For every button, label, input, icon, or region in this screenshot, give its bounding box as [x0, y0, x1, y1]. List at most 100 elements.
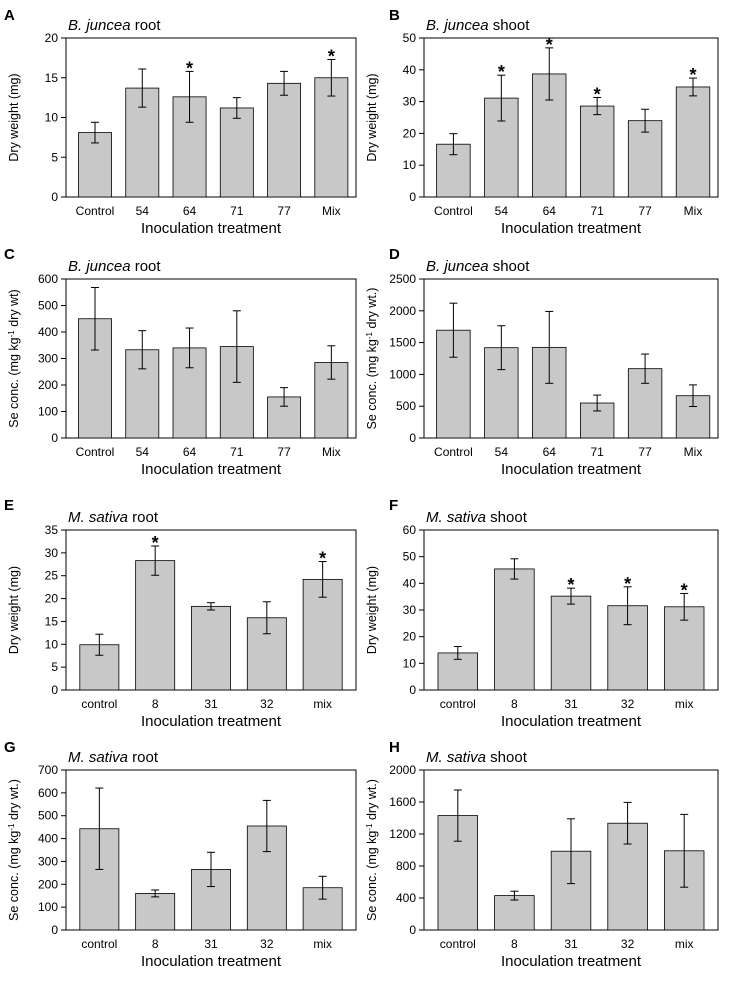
title-species: B. juncea — [426, 17, 489, 34]
x-tick-label: 31 — [564, 697, 578, 711]
y-tick-label: 5 — [51, 660, 58, 674]
title-species: B. juncea — [68, 17, 131, 34]
x-tick-label: 77 — [277, 445, 291, 459]
title-species: B. juncea — [68, 258, 131, 275]
panel-f: F M. sativa shoot 0 10 20 30 40 50 60 Dry weight … — [365, 497, 719, 730]
x-tick-label: 64 — [183, 204, 197, 218]
x-tick-label: 32 — [621, 937, 635, 951]
y-tick-label: 5 — [51, 150, 58, 164]
panel-letter: G — [4, 739, 16, 756]
x-tick-label: control — [81, 697, 117, 711]
x-tick-label: 77 — [277, 204, 291, 218]
panel-g: G M. sativa root 0 100 200 300 400 500 600 700 Se … — [4, 739, 357, 970]
y-axis-title-suffix: dry wt.) — [365, 288, 379, 332]
y-tick-label: 10 — [403, 656, 417, 670]
y-axis-title-suffix: dry wt) — [7, 289, 21, 330]
title-organ: root — [131, 258, 162, 275]
x-tick-label: 31 — [204, 697, 218, 711]
y-tick-label: 700 — [38, 763, 58, 777]
x-tick-label: Control — [434, 204, 473, 218]
x-tick-label: 32 — [621, 697, 635, 711]
bar — [579, 105, 615, 198]
x-tick-label: 54 — [136, 204, 150, 218]
significance-star: * — [498, 62, 505, 82]
y-tick-label: 2500 — [389, 272, 416, 286]
y-tick-label: 1500 — [389, 336, 416, 350]
x-tick-label: mix — [675, 937, 694, 951]
bar — [494, 568, 535, 691]
title-organ: shoot — [486, 509, 528, 526]
x-tick-label: 71 — [590, 445, 604, 459]
y-axis-title-superscript: -1 — [365, 823, 374, 831]
y-axis-title: Dry weight (mg) — [365, 566, 379, 654]
panel-title: B. juncea root — [68, 258, 161, 275]
y-tick-label: 800 — [396, 859, 416, 873]
y-tick-label: 30 — [45, 546, 59, 560]
y-tick-label: 0 — [409, 190, 416, 204]
x-tick-label: 54 — [136, 445, 150, 459]
y-tick-label: 20 — [403, 126, 417, 140]
significance-star: * — [594, 84, 601, 104]
y-axis-title-suffix: dry wt.) — [7, 779, 21, 823]
y-axis-title: Se conc. (mg kg-1 dry wt.) — [365, 288, 380, 430]
y-tick-label: 10 — [45, 111, 59, 125]
x-tick-label: Control — [76, 204, 115, 218]
panel-d: D B. juncea shoot 0 500 1000 1500 2000 2500 Se c… — [365, 246, 719, 478]
y-tick-label: 30 — [403, 95, 417, 109]
y-tick-label: 400 — [38, 832, 58, 846]
x-tick-label: Control — [76, 445, 115, 459]
y-axis-title-main: Dry weight (mg) — [7, 566, 21, 654]
title-species: B. juncea — [426, 258, 489, 275]
bar — [627, 120, 663, 198]
y-axis-title-main: Se conc. (mg kg — [365, 339, 379, 429]
y-tick-label: 300 — [38, 854, 58, 868]
title-species: M. sativa — [68, 509, 128, 526]
y-axis-title-main: Dry weight (mg) — [365, 566, 379, 654]
panel-letter: B — [389, 7, 400, 24]
y-tick-label: 1600 — [389, 795, 416, 809]
x-tick-label: mix — [313, 937, 332, 951]
x-axis-title: Inoculation treatment — [501, 953, 642, 970]
bar — [191, 605, 231, 691]
x-tick-label: 8 — [511, 697, 518, 711]
bar — [219, 107, 254, 198]
x-axis-title: Inoculation treatment — [141, 953, 282, 970]
y-axis-title-main: Se conc. (mg kg — [7, 337, 21, 427]
significance-star: * — [328, 46, 335, 66]
x-axis-title: Inoculation treatment — [141, 461, 282, 478]
plot-frame — [423, 278, 719, 439]
y-tick-label: 60 — [403, 523, 417, 537]
x-tick-label: mix — [313, 697, 332, 711]
panel-title: M. sativa root — [68, 749, 159, 766]
y-tick-label: 300 — [38, 352, 58, 366]
bar — [302, 578, 343, 691]
title-species: M. sativa — [426, 509, 486, 526]
x-tick-label: 8 — [152, 937, 159, 951]
y-tick-label: 100 — [38, 405, 58, 419]
panel-title: M. sativa shoot — [426, 749, 528, 766]
y-tick-label: 500 — [38, 299, 58, 313]
y-tick-label: 400 — [38, 325, 58, 339]
panel-a: A B. juncea root 0 5 10 15 20 Dry weight (mg) Co… — [4, 7, 357, 237]
panel-title: M. sativa root — [68, 509, 159, 526]
x-tick-label: 54 — [495, 204, 509, 218]
x-axis-title: Inoculation treatment — [501, 713, 642, 730]
panel-title: B. juncea shoot — [426, 17, 530, 34]
y-axis-title-main: Dry weight (mg) — [365, 73, 379, 161]
y-axis-title: Se conc. (mg kg-1 dry wt) — [7, 289, 22, 427]
title-organ: shoot — [489, 258, 531, 275]
x-tick-label: 31 — [564, 937, 578, 951]
x-axis-title: Inoculation treatment — [141, 220, 282, 237]
y-tick-label: 0 — [409, 683, 416, 697]
panel-letter: H — [389, 739, 400, 756]
significance-star: * — [186, 58, 193, 78]
y-axis-title: Dry weight (mg) — [365, 73, 379, 161]
x-tick-label: 77 — [638, 445, 652, 459]
x-axis-title: Inoculation treatment — [501, 220, 642, 237]
title-organ: root — [128, 509, 159, 526]
y-axis-title-superscript: -1 — [7, 330, 16, 338]
y-axis-title-superscript: -1 — [365, 331, 374, 339]
bar — [135, 893, 176, 931]
y-tick-label: 10 — [45, 637, 59, 651]
y-tick-label: 0 — [409, 431, 416, 445]
